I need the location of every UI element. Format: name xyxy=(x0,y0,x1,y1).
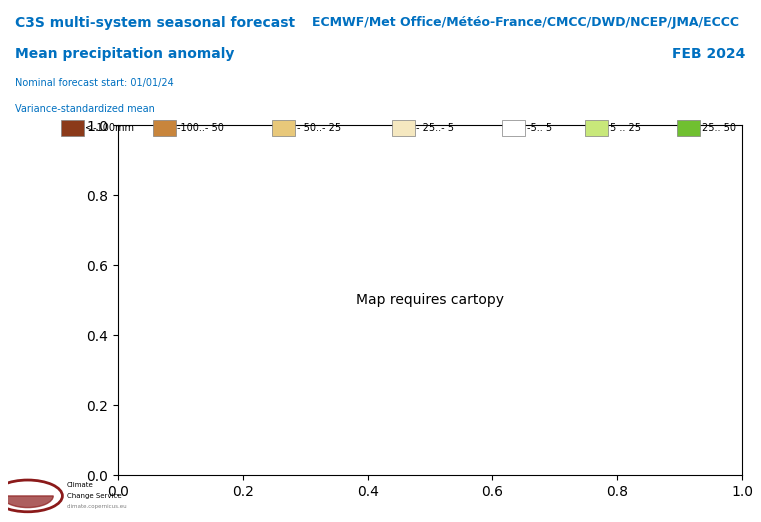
Text: Map requires cartopy: Map requires cartopy xyxy=(356,293,504,307)
Wedge shape xyxy=(2,496,53,507)
Text: -5.. 5: -5.. 5 xyxy=(527,123,552,133)
Text: - 25..- 5: - 25..- 5 xyxy=(416,123,454,133)
Text: 5 .. 25: 5 .. 25 xyxy=(610,123,641,133)
Text: FEB 2024: FEB 2024 xyxy=(673,47,746,61)
Text: C3S multi-system seasonal forecast: C3S multi-system seasonal forecast xyxy=(15,16,295,30)
Text: -100..- 50: -100..- 50 xyxy=(177,123,224,133)
Text: - 50..- 25: - 50..- 25 xyxy=(297,123,341,133)
Text: <-100mm: <-100mm xyxy=(85,123,134,133)
Text: 25.. 50: 25.. 50 xyxy=(702,123,736,133)
Text: Nominal forecast start: 01/01/24: Nominal forecast start: 01/01/24 xyxy=(15,78,174,88)
Text: Mean precipitation anomaly: Mean precipitation anomaly xyxy=(15,47,234,61)
Text: Variance-standardized mean: Variance-standardized mean xyxy=(15,104,155,114)
Text: climate.copernicus.eu: climate.copernicus.eu xyxy=(67,504,128,509)
Text: ECMWF/Met Office/Météo-France/CMCC/DWD/NCEP/JMA/ECCC: ECMWF/Met Office/Météo-France/CMCC/DWD/N… xyxy=(312,16,739,29)
Text: Climate: Climate xyxy=(67,482,94,489)
Text: Change Service: Change Service xyxy=(67,493,122,499)
